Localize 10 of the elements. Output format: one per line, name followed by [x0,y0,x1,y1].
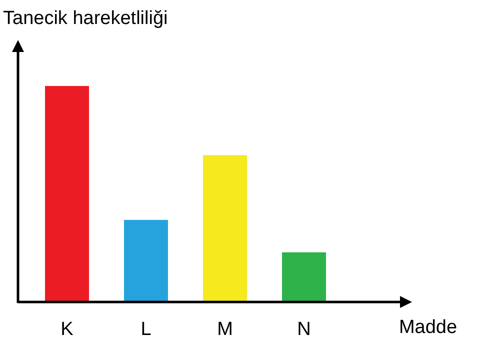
x-tick-label: N [297,319,311,340]
bar [124,220,168,302]
x-tick-label: L [140,319,152,340]
x-axis-title: Madde [398,317,458,338]
x-tick-label: K [60,319,74,340]
x-tick-label: M [217,319,233,340]
bar [282,252,326,302]
bar [45,86,89,302]
bar [203,155,247,302]
y-axis-title: Tanecik hareketliliği [3,8,168,29]
